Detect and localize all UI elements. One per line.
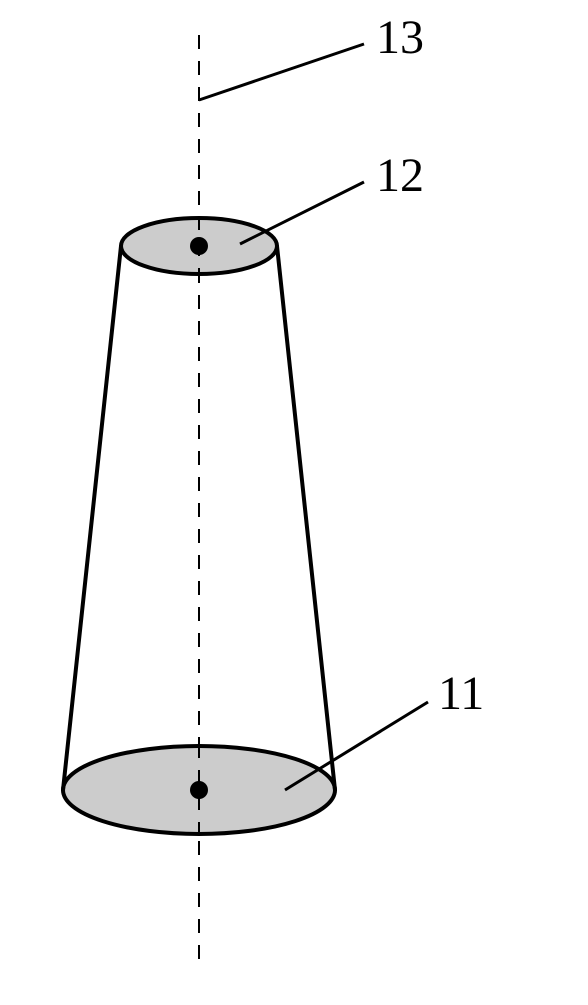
top-center-dot (190, 237, 208, 255)
bottom-center-dot (190, 781, 208, 799)
diagram-stage: 13 12 11 (0, 0, 588, 1000)
diagram-svg (0, 0, 588, 1000)
label-13-axis: 13 (376, 10, 424, 65)
label-11-bottom-face: 11 (438, 666, 484, 721)
cone-left-side (63, 246, 121, 790)
label-12-top-face: 12 (376, 148, 424, 203)
cone-right-side (277, 246, 335, 790)
leader-12 (240, 182, 364, 244)
leader-13 (199, 44, 364, 100)
leader-11 (285, 702, 428, 790)
